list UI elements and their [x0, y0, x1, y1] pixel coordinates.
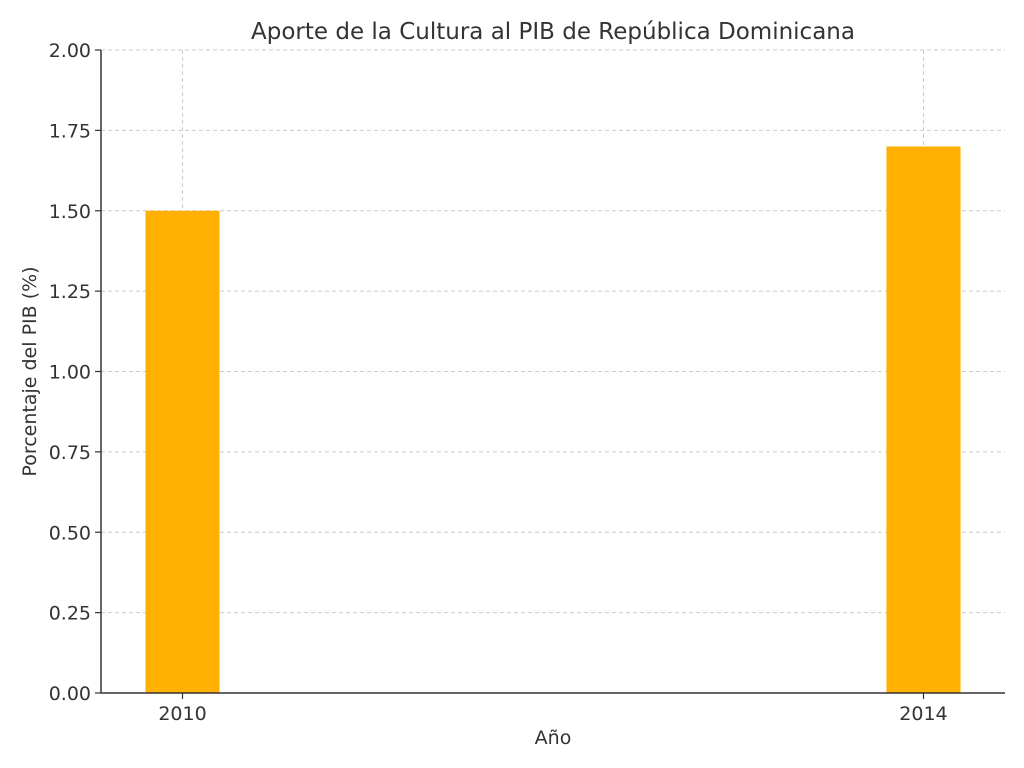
x-axis-label: Año	[535, 727, 572, 749]
y-axis-label: Porcentaje del PIB (%)	[19, 266, 41, 476]
y-tick-label: 1.75	[49, 120, 91, 142]
y-tick-label: 0.75	[49, 442, 91, 464]
x-tick-label: 2010	[158, 703, 206, 725]
y-tick-label: 0.50	[49, 522, 91, 544]
y-tick-label: 2.00	[49, 40, 91, 62]
x-ticks: 2010 2014	[158, 693, 948, 725]
y-tick-label: 0.25	[49, 603, 91, 625]
bars	[145, 146, 961, 693]
y-tick-label: 0.00	[49, 683, 91, 705]
y-tick-label: 1.00	[49, 362, 91, 384]
x-tick-label: 2014	[899, 703, 947, 725]
y-tick-label: 1.25	[49, 281, 91, 303]
grid	[101, 49, 1005, 693]
y-ticks: 0.00 0.25 0.50 0.75 1.00 1.25 1.50 1.75 2.00	[49, 40, 101, 705]
y-tick-label: 1.50	[49, 201, 91, 223]
bar-2014	[886, 146, 961, 693]
bar-2010	[145, 210, 220, 693]
chart-title: Aporte de la Cultura al PIB de República…	[251, 19, 855, 45]
